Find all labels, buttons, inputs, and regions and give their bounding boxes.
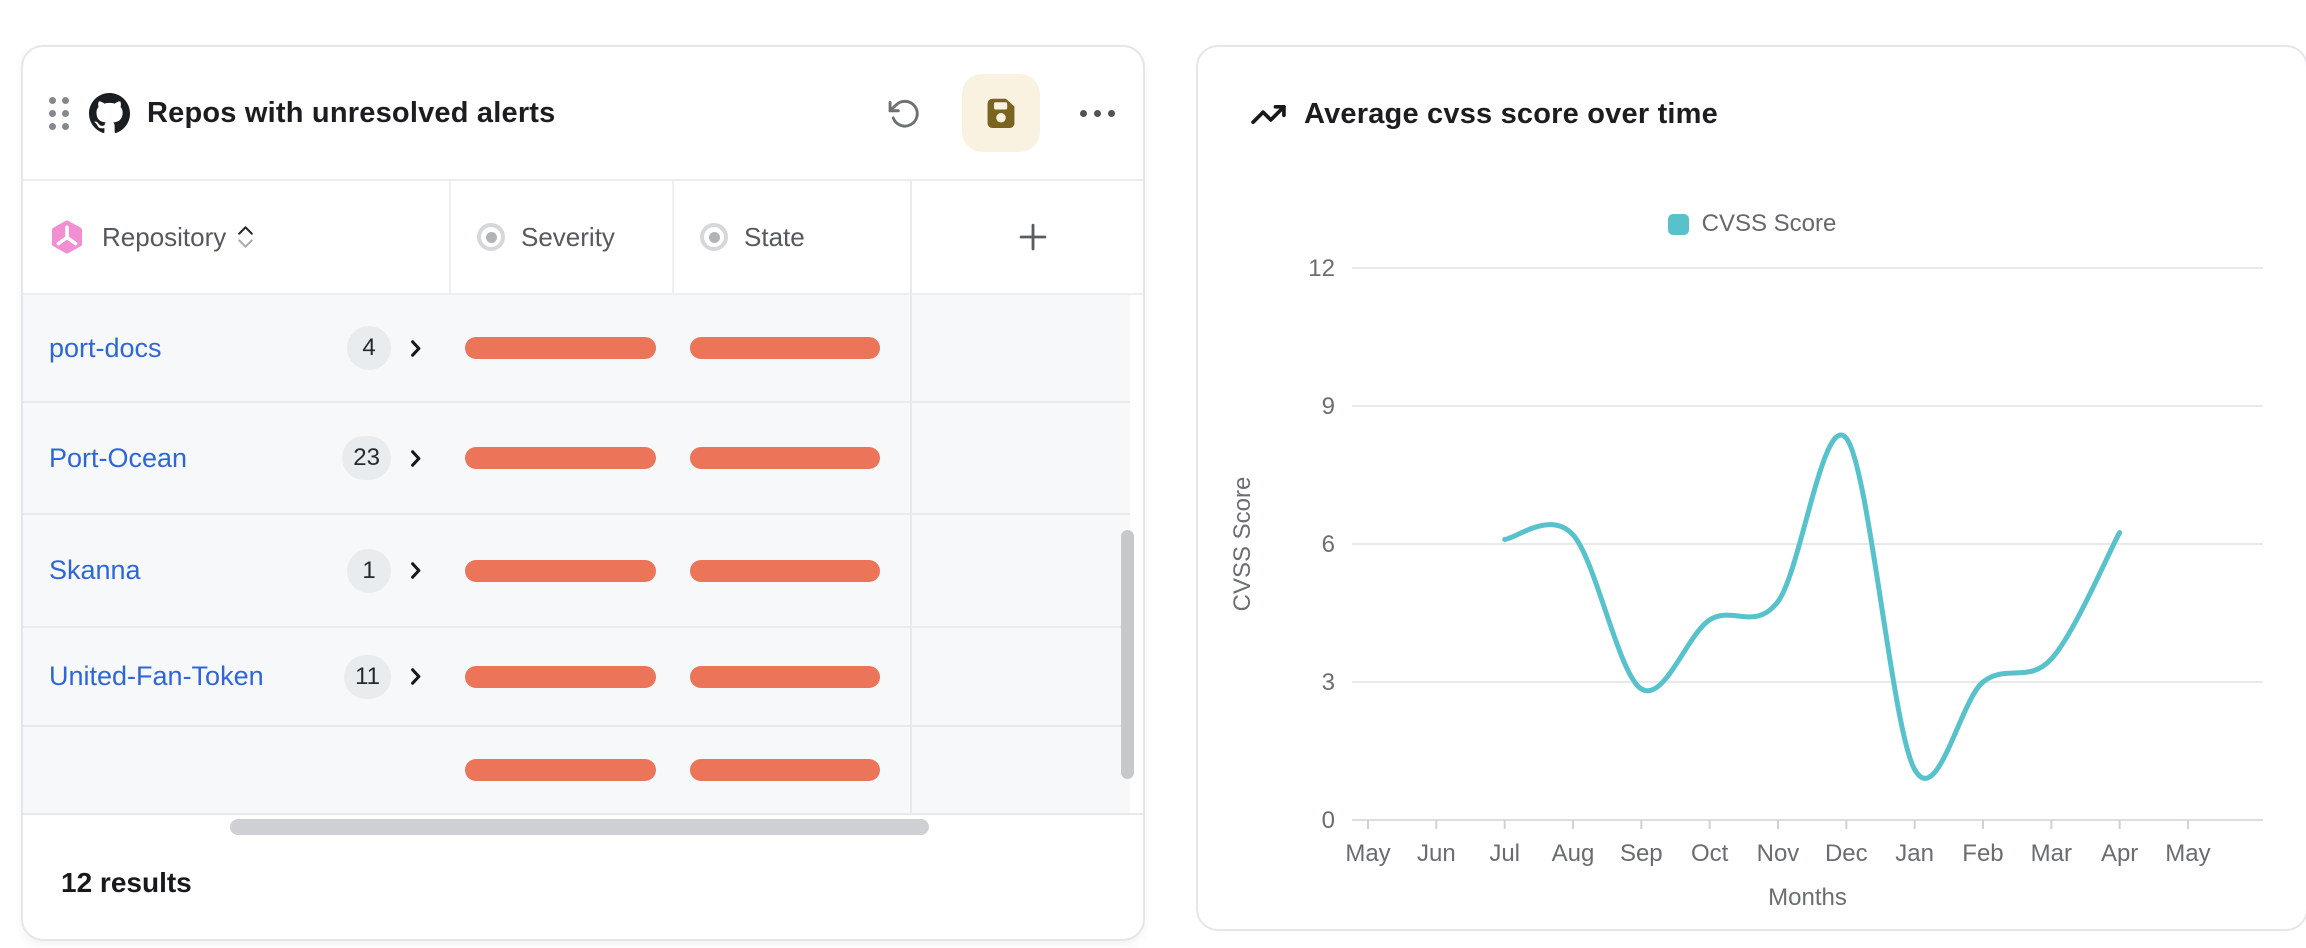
column-label-state: State <box>744 221 805 252</box>
results-count: 12 results <box>61 867 192 898</box>
widget-header: Repos with unresolved alerts <box>23 47 1143 181</box>
repository-link[interactable]: United-Fan-Token <box>49 661 264 691</box>
add-column-button[interactable] <box>910 181 1130 293</box>
x-tick-label: Oct <box>1691 840 1729 867</box>
severity-redacted-bar <box>465 665 656 688</box>
legend-label: CVSS Score <box>1701 210 1837 237</box>
alert-count-badge: 4 <box>347 326 391 370</box>
column-label-repository: Repository <box>102 221 227 252</box>
severity-redacted-bar <box>465 447 656 469</box>
severity-redacted-bar <box>465 559 656 582</box>
state-redacted-bar <box>690 447 880 469</box>
repos-widget-panel: Repos with unresolved alerts <box>21 45 1145 941</box>
state-redacted-bar <box>690 559 880 582</box>
sort-icon[interactable] <box>236 224 255 250</box>
chevron-right-icon[interactable] <box>404 559 427 582</box>
x-tick-label: Apr <box>2101 840 2138 867</box>
y-tick-label: 0 <box>1322 807 1335 834</box>
save-icon <box>987 98 1015 129</box>
column-header-repository[interactable]: Repository <box>23 181 449 293</box>
trending-up-icon <box>1251 104 1286 124</box>
column-divider <box>910 181 912 813</box>
table-row: Port-Ocean 23 <box>23 401 1130 513</box>
x-tick-label: Jan <box>1895 840 1934 867</box>
save-button[interactable] <box>962 74 1040 152</box>
table-header-row: Repository Severity State <box>23 181 1143 295</box>
table-row: Skanna 1 <box>23 513 1130 626</box>
vertical-scrollbar[interactable] <box>1121 530 1134 779</box>
repository-link[interactable]: port-docs <box>49 332 162 363</box>
x-tick-label: Jun <box>1417 840 1456 867</box>
legend-swatch <box>1667 213 1689 235</box>
x-tick-label: Dec <box>1825 840 1868 867</box>
column-header-severity[interactable]: Severity <box>449 181 672 293</box>
y-axis-title: CVSS Score <box>1229 477 1256 612</box>
plus-icon <box>1019 223 1047 251</box>
property-type-icon <box>700 223 728 251</box>
chevron-right-icon[interactable] <box>404 665 427 688</box>
x-tick-label: May <box>2165 840 2210 867</box>
table-row: port-docs 4 <box>23 295 1130 401</box>
x-tick-label: Mar <box>2031 840 2072 867</box>
repos-table: Repository Severity State p <box>23 181 1143 815</box>
y-tick-label: 12 <box>1308 255 1335 282</box>
severity-redacted-bar <box>465 759 656 781</box>
table-body: port-docs 4 Port-Ocean 23 Skanna 1 <box>23 295 1130 813</box>
y-tick-label: 6 <box>1322 531 1335 558</box>
github-icon <box>89 92 130 133</box>
alert-count-badge: 23 <box>342 436 391 480</box>
alert-count-badge: 11 <box>344 654 391 699</box>
x-tick-label: Aug <box>1552 840 1595 867</box>
state-redacted-bar <box>690 759 880 781</box>
alert-count-badge: 1 <box>347 548 391 593</box>
repository-link[interactable]: Skanna <box>49 555 141 585</box>
state-redacted-bar <box>690 337 880 359</box>
chevron-right-icon[interactable] <box>404 447 427 470</box>
x-tick-label: Jul <box>1489 840 1520 867</box>
x-axis-title: Months <box>1768 884 1847 911</box>
column-header-state[interactable]: State <box>672 181 910 293</box>
severity-redacted-bar <box>465 337 656 359</box>
package-cube-icon <box>52 220 82 254</box>
chart-header: Average cvss score over time <box>1198 47 2306 181</box>
y-tick-label: 9 <box>1322 393 1335 420</box>
table-row: United-Fan-Token 11 <box>23 626 1130 725</box>
repository-link[interactable]: Port-Ocean <box>49 442 188 473</box>
legend-item[interactable]: CVSS Score <box>1198 210 2306 238</box>
chevron-right-icon[interactable] <box>404 337 427 360</box>
drag-handle-icon[interactable] <box>49 96 69 130</box>
x-tick-label: Sep <box>1620 840 1663 867</box>
widget-title: Repos with unresolved alerts <box>147 96 556 129</box>
undo-icon <box>888 99 919 128</box>
chart-title: Average cvss score over time <box>1304 97 1718 130</box>
cvss-score-line <box>1502 432 2123 781</box>
x-tick-label: Nov <box>1757 840 1800 867</box>
cvss-chart-panel: Average cvss score over time CVSS Score … <box>1196 45 2306 931</box>
state-redacted-bar <box>690 665 880 688</box>
undo-button[interactable] <box>884 93 924 133</box>
table-row <box>23 725 1130 813</box>
horizontal-scrollbar[interactable] <box>230 819 929 835</box>
column-label-severity: Severity <box>521 221 615 252</box>
more-options-button[interactable] <box>1078 100 1117 127</box>
y-tick-label: 3 <box>1322 669 1335 696</box>
property-type-icon <box>477 223 505 251</box>
x-tick-label: May <box>1345 840 1390 867</box>
x-tick-label: Feb <box>1962 840 2003 867</box>
